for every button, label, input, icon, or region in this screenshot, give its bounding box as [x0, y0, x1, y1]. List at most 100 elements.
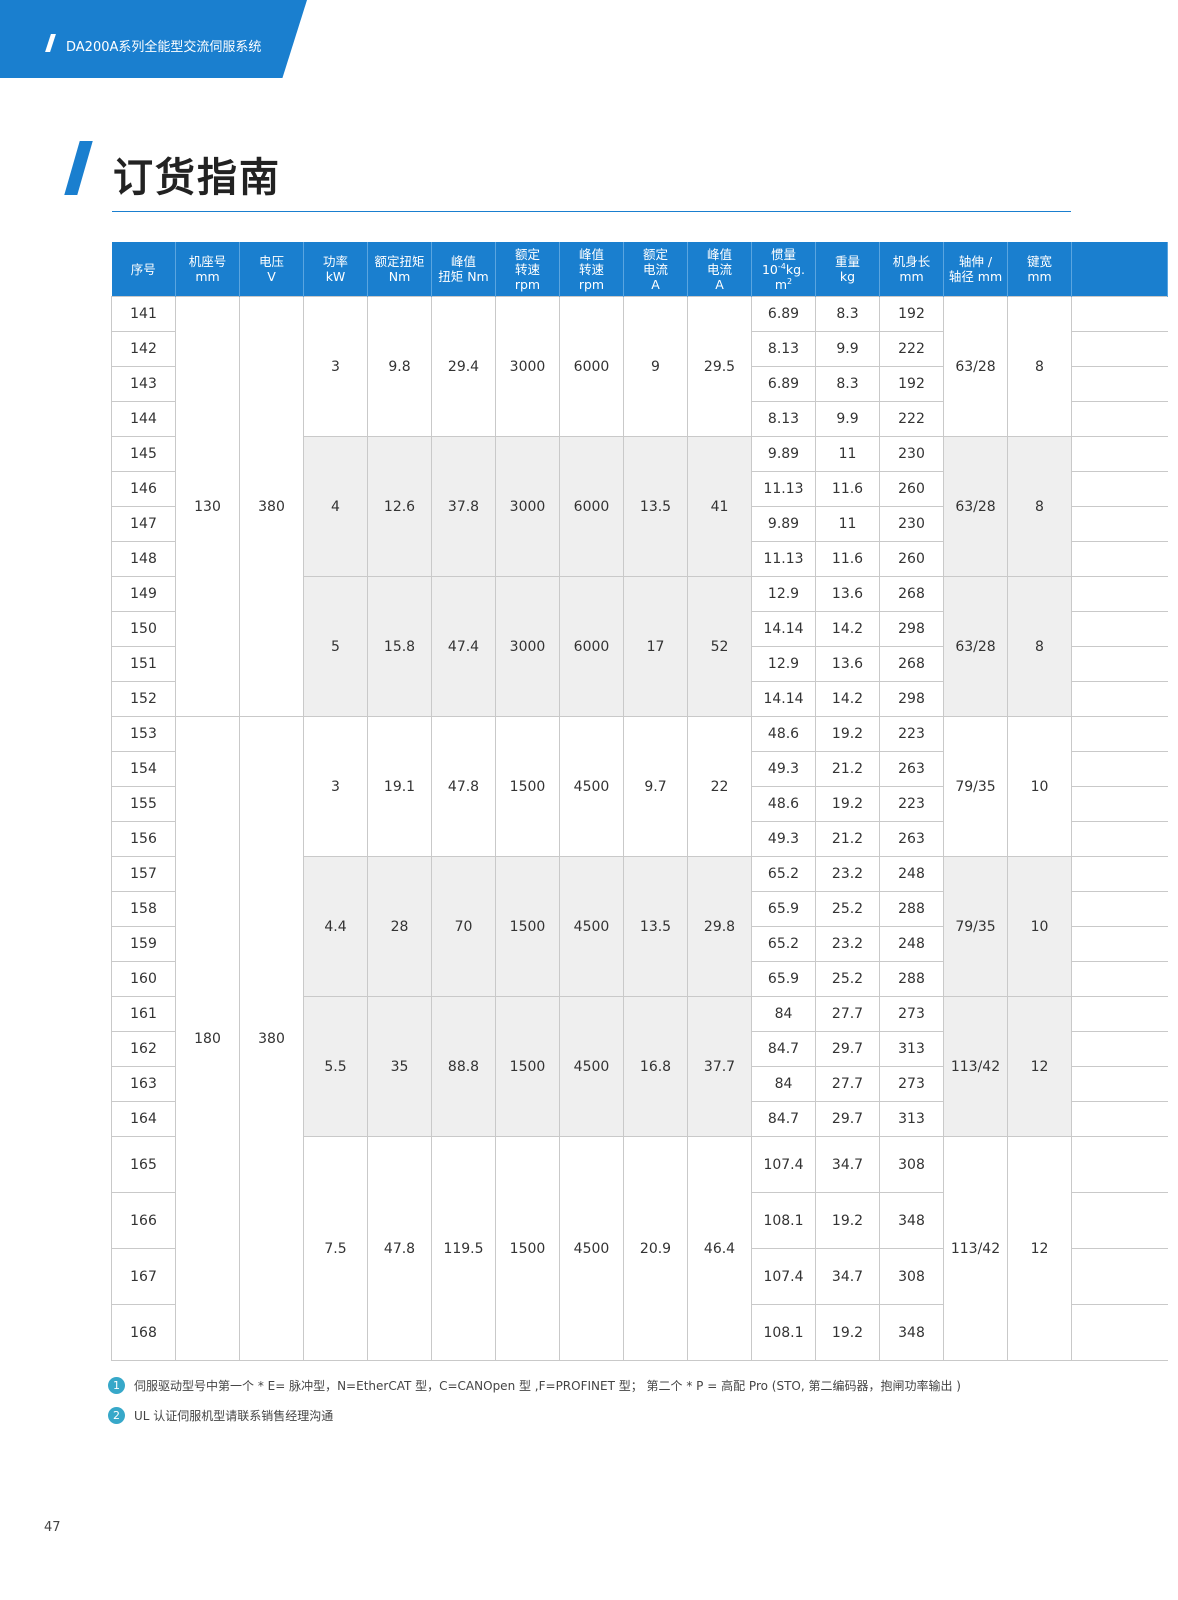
seq-cell: 163 — [111, 1066, 176, 1102]
weight-cell: 9.9 — [815, 331, 880, 367]
seq-cell: 151 — [111, 646, 176, 682]
column-header-line: rpm — [514, 276, 541, 292]
blank-cell — [1071, 576, 1168, 612]
weight-cell: 34.7 — [815, 1248, 880, 1305]
blank-cell — [1071, 856, 1168, 892]
inertia-cell: 107.4 — [751, 1248, 816, 1305]
rated-torque-cell: 35 — [367, 996, 432, 1137]
peak-speed-cell: 4500 — [559, 856, 624, 997]
table-row: 156 49.3 21.2 263 — [111, 821, 1168, 857]
blank-cell — [1071, 611, 1168, 647]
note-number-badge: 1 — [108, 1377, 125, 1394]
seq-cell: 162 — [111, 1031, 176, 1067]
column-header-line: 键宽 — [1026, 254, 1052, 269]
table-row: 141 130 380 3 9.8 29.4 3000 6000 9 29.5 6.89 8.3 192… — [111, 296, 1168, 717]
length-cell: 273 — [879, 996, 944, 1032]
rated-current-cell: 16.8 — [623, 996, 688, 1137]
inertia-cell: 108.1 — [751, 1304, 816, 1361]
weight-cell: 21.2 — [815, 821, 880, 857]
column-header: 峰值 电流 A — [687, 242, 752, 297]
peak-torque-cell: 119.5 — [431, 1136, 496, 1361]
length-cell: 222 — [879, 331, 944, 367]
title-divider — [112, 211, 1071, 212]
table-row: 157 4.4 28 70 1500 4500 13.5 29.8 65.2 23.2 248 79/… — [111, 856, 1168, 997]
inertia-cell: 65.9 — [751, 961, 816, 997]
table-row: 158 65.9 25.2 288 — [111, 891, 1168, 927]
peak-speed-cell: 4500 — [559, 996, 624, 1137]
column-header-line: mm — [195, 269, 220, 284]
length-cell: 308 — [879, 1136, 944, 1193]
weight-cell: 8.3 — [815, 366, 880, 402]
blank-cell — [1071, 926, 1168, 962]
key-width-cell: 10 — [1007, 716, 1072, 857]
column-header-line: A — [715, 276, 724, 292]
length-cell: 248 — [879, 856, 944, 892]
seq-cell: 166 — [111, 1192, 176, 1249]
blank-cell — [1071, 821, 1168, 857]
rated-current-cell: 17 — [623, 576, 688, 717]
column-header-line: 机座号 — [188, 254, 227, 269]
peak-speed-cell: 4500 — [559, 1136, 624, 1361]
rated-speed-cell: 1500 — [495, 996, 560, 1137]
length-cell: 263 — [879, 751, 944, 787]
frame-cell: 180 — [175, 716, 240, 1361]
column-header-line: rpm — [578, 276, 605, 292]
seq-cell: 158 — [111, 891, 176, 927]
key-width-cell: 10 — [1007, 856, 1072, 997]
table-row: 161 5.5 35 88.8 1500 4500 16.8 37.7 84 27.7 273 113… — [111, 996, 1168, 1137]
inertia-cell: 48.6 — [751, 786, 816, 822]
peak-current-cell: 52 — [687, 576, 752, 717]
column-header: 电压 V — [239, 242, 304, 297]
column-header-line: 峰值 — [706, 246, 732, 262]
blank-cell — [1071, 1192, 1168, 1249]
seq-cell: 164 — [111, 1101, 176, 1137]
weight-cell: 11.6 — [815, 471, 880, 507]
column-header-line: m2 — [774, 276, 793, 292]
column-header: 重量 kg — [815, 242, 880, 297]
column-header-line: kW — [325, 269, 346, 284]
seq-cell: 149 — [111, 576, 176, 612]
rated-speed-cell: 3000 — [495, 576, 560, 717]
voltage-cell: 380 — [239, 716, 304, 1361]
peak-torque-cell: 70 — [431, 856, 496, 997]
table-row: 146 11.13 11.6 260 — [111, 471, 1168, 507]
peak-current-cell: 37.7 — [687, 996, 752, 1137]
inertia-cell: 14.14 — [751, 611, 816, 647]
column-header-line: 峰值 — [578, 246, 604, 262]
shaft-cell: 113/42 — [943, 1136, 1008, 1361]
seq-cell: 143 — [111, 366, 176, 402]
length-cell: 260 — [879, 541, 944, 577]
length-cell: 288 — [879, 961, 944, 997]
rated-current-cell: 20.9 — [623, 1136, 688, 1361]
rated-current-cell: 9 — [623, 296, 688, 437]
key-width-cell: 12 — [1007, 1136, 1072, 1361]
column-header-line: 转速 — [578, 261, 604, 277]
seq-cell: 159 — [111, 926, 176, 962]
column-header-line: 10-4kg. — [761, 261, 806, 277]
table-row: 155 48.6 19.2 223 — [111, 786, 1168, 822]
column-header-line: 功率 — [322, 254, 348, 269]
weight-cell: 23.2 — [815, 856, 880, 892]
seq-cell: 157 — [111, 856, 176, 892]
shaft-cell: 63/28 — [943, 576, 1008, 717]
power-cell: 4 — [303, 436, 368, 577]
seq-cell: 144 — [111, 401, 176, 437]
blank-cell — [1071, 681, 1168, 717]
key-width-cell: 12 — [1007, 996, 1072, 1137]
seq-cell: 161 — [111, 996, 176, 1032]
blank-cell — [1071, 331, 1168, 367]
table-row: 154 49.3 21.2 263 — [111, 751, 1168, 787]
key-width-cell: 8 — [1007, 296, 1072, 437]
column-header-line: 转速 — [514, 261, 540, 277]
length-cell: 268 — [879, 576, 944, 612]
rated-current-cell: 13.5 — [623, 856, 688, 997]
weight-cell: 9.9 — [815, 401, 880, 437]
peak-current-cell: 41 — [687, 436, 752, 577]
peak-current-cell: 22 — [687, 716, 752, 857]
column-header: 键宽 mm — [1007, 242, 1072, 297]
page-number: 47 — [44, 1520, 61, 1535]
column-header-line: 轴径 mm — [948, 269, 1003, 284]
inertia-cell: 107.4 — [751, 1136, 816, 1193]
rated-speed-cell: 3000 — [495, 436, 560, 577]
inertia-cell: 11.13 — [751, 541, 816, 577]
